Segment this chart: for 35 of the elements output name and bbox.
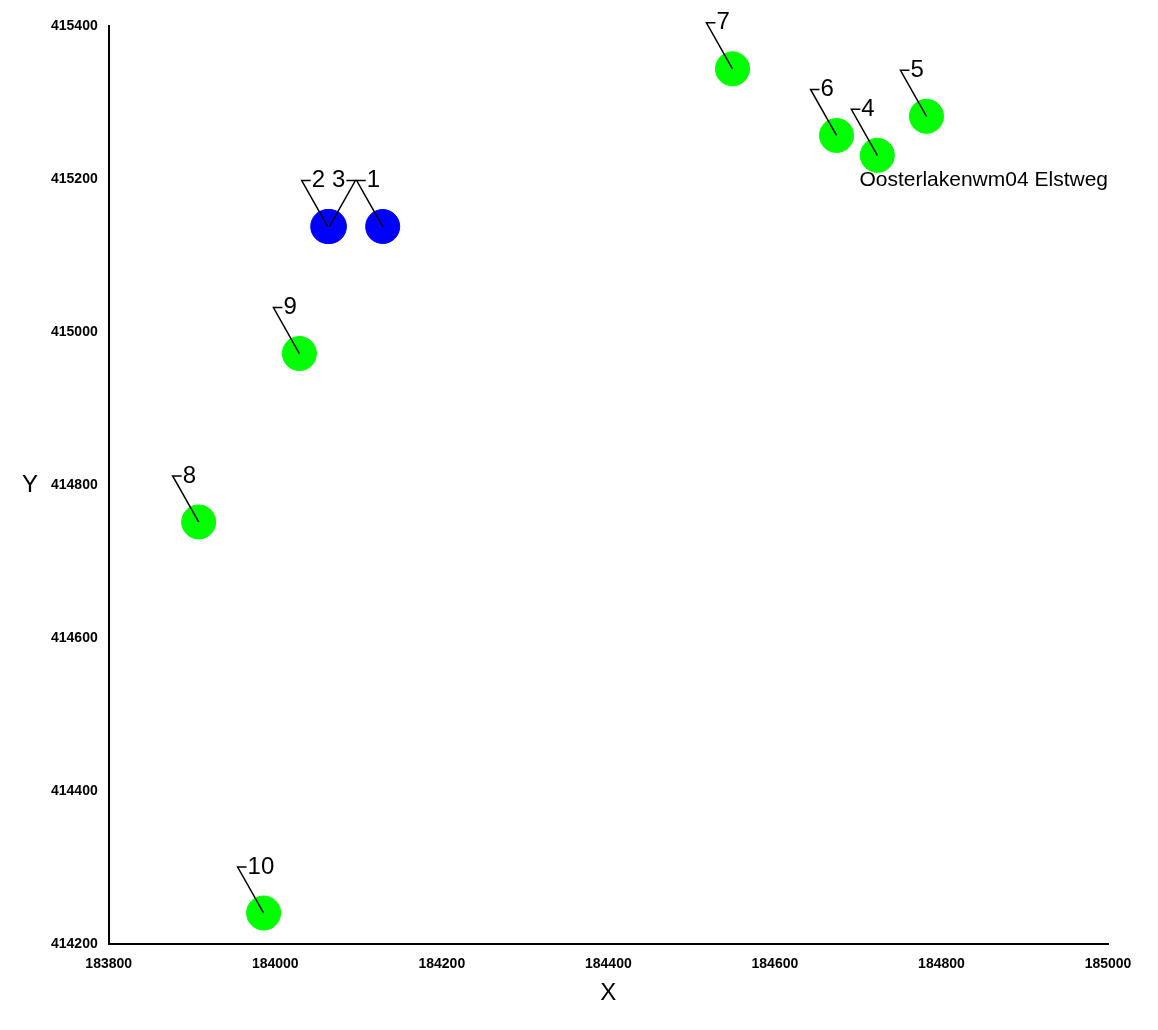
annotation: Oosterlakenwm04 Elstweg (859, 167, 1108, 191)
point (246, 895, 282, 931)
annotation: 9 (283, 292, 297, 320)
point (819, 117, 855, 153)
point (281, 336, 317, 372)
annotation: 10 (247, 851, 275, 879)
x-tick-label: 184000 (251, 954, 299, 971)
annotation: 6 (820, 74, 834, 102)
y-tick-label: 414400 (51, 782, 98, 799)
x-axis-title: X (600, 978, 617, 1006)
x-tick-label: 184800 (918, 954, 966, 971)
x-tick-label: 184200 (418, 954, 466, 971)
point (859, 137, 895, 173)
annotation: 8 (182, 460, 197, 488)
y-tick-label: 415200 (51, 169, 98, 186)
annotation: 1 (366, 165, 381, 193)
annotation: 5 (910, 54, 924, 82)
y-tick-label: 414200 (51, 935, 98, 952)
annotation: 2 (311, 165, 326, 193)
point (181, 504, 217, 540)
y-tick-label: 414600 (51, 629, 98, 646)
point (908, 98, 944, 134)
annotation: 4 (861, 93, 875, 121)
x-tick-label: 184600 (751, 954, 799, 971)
annotation: 7 (716, 7, 730, 35)
point (365, 209, 401, 245)
x-tick-label: 183800 (85, 954, 133, 971)
point (714, 51, 750, 87)
y-tick-label: 414800 (51, 476, 98, 493)
y-tick-label: 415400 (51, 16, 98, 33)
x-tick-label: 185000 (1084, 954, 1132, 971)
y-tick-label: 415000 (51, 322, 98, 339)
x-tick-label: 184400 (585, 954, 632, 971)
y-axis-title: Y (21, 469, 39, 497)
annotation: 3 (332, 165, 346, 193)
